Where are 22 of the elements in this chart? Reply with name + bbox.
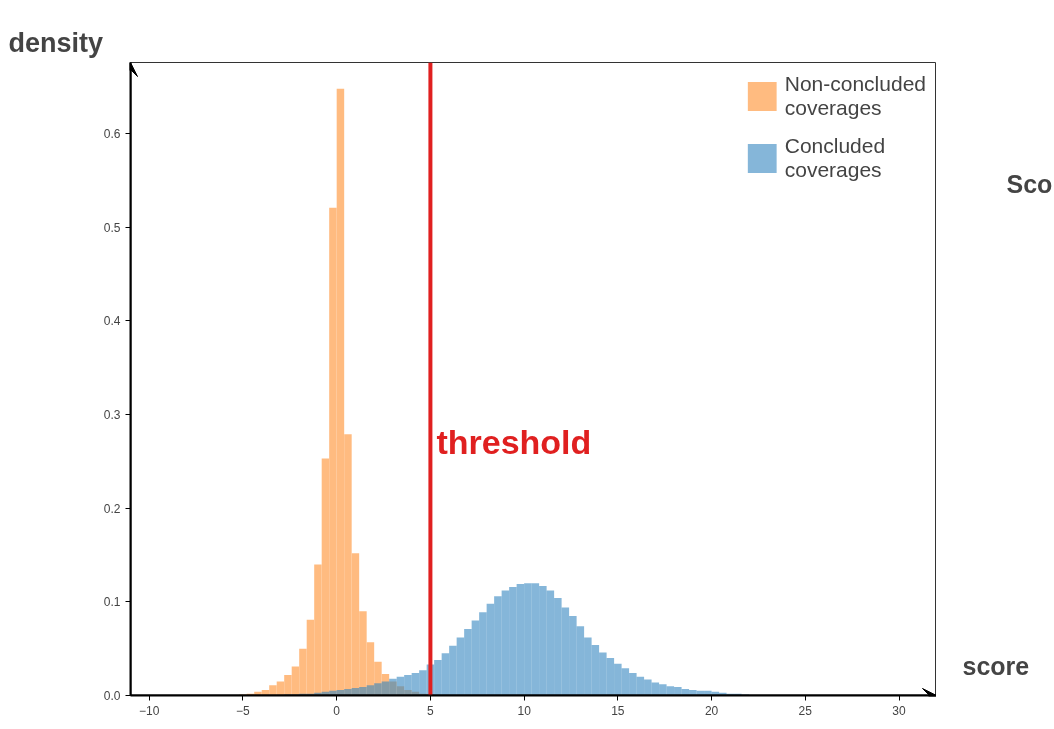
y-tick-label: 0.4 bbox=[103, 314, 121, 329]
x-tick-label: 30 bbox=[892, 703, 907, 718]
legend-label: Non-concluded coverages bbox=[784, 72, 926, 120]
y-axis-title: density bbox=[8, 27, 104, 58]
x-tick-label: 25 bbox=[798, 703, 813, 718]
y-tick-label: 0.1 bbox=[103, 595, 121, 610]
ref-line-label: threshold bbox=[436, 423, 592, 462]
y-tick-label: 0.0 bbox=[103, 689, 121, 703]
x-tick-label: 20 bbox=[704, 703, 719, 718]
x-tick-label: −10 bbox=[139, 703, 160, 718]
x-tick-label: 15 bbox=[611, 703, 625, 718]
x-tick-label: 5 bbox=[427, 703, 435, 718]
x-axis-title: score bbox=[962, 651, 1030, 680]
y-tick-label: 0.2 bbox=[103, 501, 121, 516]
y-tick-label: 0.3 bbox=[103, 408, 121, 423]
y-tick-label: 0.5 bbox=[103, 220, 121, 235]
x-tick-label: 10 bbox=[517, 703, 532, 718]
y-tick-label: 0.6 bbox=[103, 127, 121, 142]
text: Sco bbox=[1006, 170, 1053, 199]
x-tick-label: −5 bbox=[236, 703, 251, 718]
legend-label: Concluded coverages bbox=[784, 134, 886, 182]
x-tick-label: 0 bbox=[333, 703, 341, 718]
